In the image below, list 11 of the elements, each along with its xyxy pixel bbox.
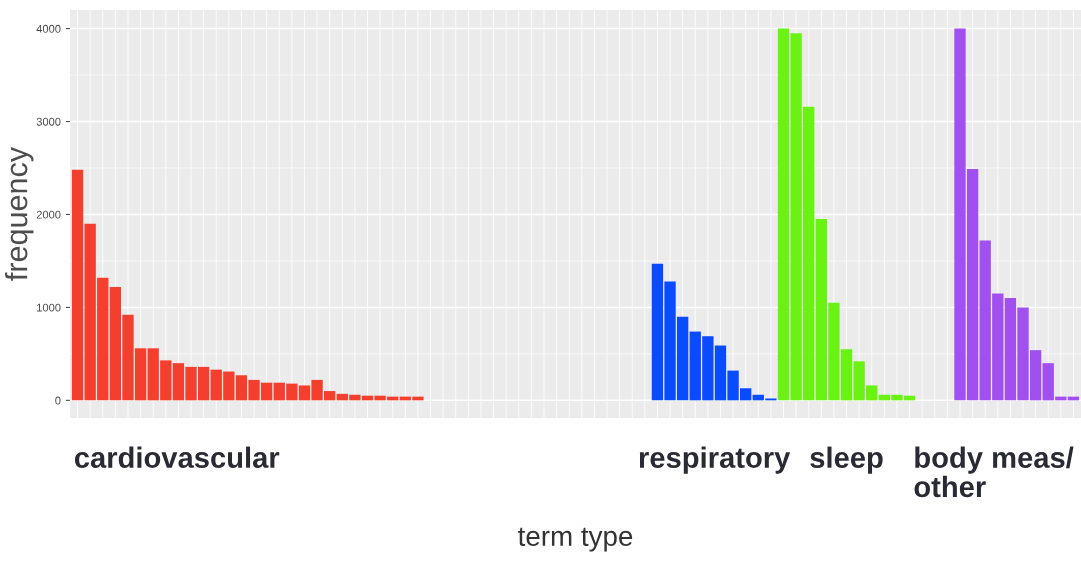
text: body meas/ other [914,446,1074,498]
y-tick-label: 0 [55,396,61,405]
y-tick-label: 3000 [36,117,61,126]
y-tick-label: 1000 [37,303,61,312]
text: respiratory [639,446,791,474]
text: cardiovascular [74,446,280,468]
y-axis-title: frequency [5,146,34,281]
x-axis-title: term type [518,527,633,552]
y-tick-label: 4000 [36,24,61,33]
y-tick-label: 2000 [36,210,61,219]
text: sleep [810,446,883,474]
